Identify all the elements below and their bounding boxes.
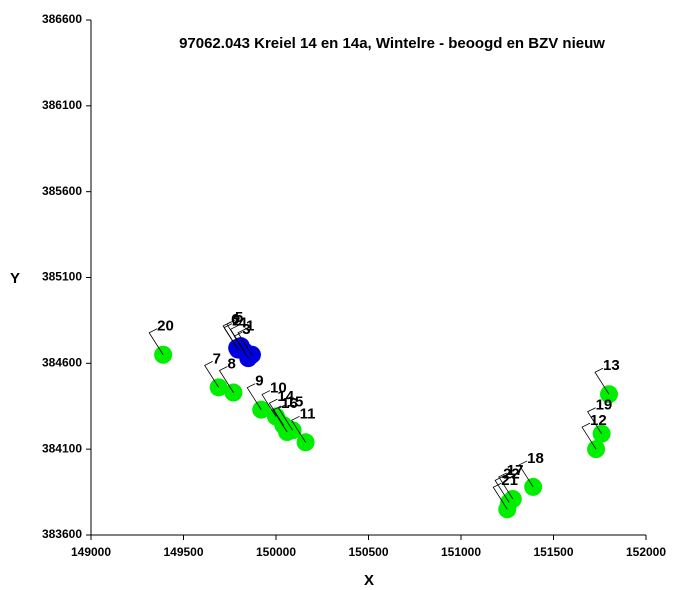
point-label: 5 <box>235 309 243 326</box>
point-label: 8 <box>227 355 235 372</box>
point-label: 3 <box>242 321 250 338</box>
label-leader <box>581 422 597 450</box>
label-leader <box>594 367 610 395</box>
x-tick-label: 150000 <box>256 545 296 559</box>
label-leader <box>278 403 293 431</box>
y-tick-label: 384100 <box>42 441 82 455</box>
y-tick-label: 385100 <box>42 270 82 284</box>
label-leader <box>218 366 234 393</box>
label-leader <box>492 482 508 510</box>
y-axis-label: Y <box>10 270 20 287</box>
point-label: 7 <box>213 350 221 367</box>
point-label: 21 <box>501 472 518 489</box>
point-label: 6 <box>231 311 239 328</box>
point-label: 4 <box>239 314 248 331</box>
label-leader <box>291 415 306 443</box>
point-label: 17 <box>507 462 524 479</box>
point-label: 16 <box>281 395 298 412</box>
y-tick-label: 383600 <box>42 527 82 541</box>
x-tick-label: 149000 <box>71 545 111 559</box>
x-tick-label: 152000 <box>626 545 666 559</box>
label-leader <box>272 405 288 433</box>
label-leader <box>498 472 514 500</box>
x-tick-label: 151000 <box>441 545 481 559</box>
y-tick-label: 386600 <box>42 12 82 26</box>
y-tick-label: 385600 <box>42 184 82 198</box>
x-axis-label: X <box>364 572 374 589</box>
x-tick-label: 149500 <box>163 545 203 559</box>
x-tick-label: 151500 <box>533 545 573 559</box>
chart-title: 97062.043 Kreiel 14 en 14a, Wintelre - b… <box>179 35 605 52</box>
point-label: 10 <box>270 380 287 397</box>
point-label: 11 <box>300 405 316 422</box>
label-leader <box>246 383 262 410</box>
label-leader <box>268 398 284 426</box>
point-label: 1 <box>246 318 254 335</box>
point-label: 19 <box>596 397 613 414</box>
label-leader <box>261 390 277 417</box>
point-label: 15 <box>287 393 304 410</box>
point-label: 12 <box>590 412 607 429</box>
label-leader <box>148 328 164 355</box>
label-leader <box>204 361 219 388</box>
label-leader <box>587 407 602 434</box>
label-leader <box>518 460 534 488</box>
y-tick-label: 384600 <box>42 356 82 370</box>
point-label: 20 <box>157 318 174 335</box>
point-label: 14 <box>277 388 294 405</box>
point-label: 18 <box>527 450 544 467</box>
point-label: 2 <box>232 313 240 330</box>
label-leader <box>222 321 238 349</box>
label-leader <box>237 328 253 355</box>
point-label: 9 <box>255 373 263 390</box>
point-label: 22 <box>503 465 520 482</box>
point-label: 13 <box>603 357 620 374</box>
label-leader <box>494 476 510 503</box>
x-tick-label: 150500 <box>348 545 388 559</box>
y-tick-label: 386100 <box>42 98 82 112</box>
